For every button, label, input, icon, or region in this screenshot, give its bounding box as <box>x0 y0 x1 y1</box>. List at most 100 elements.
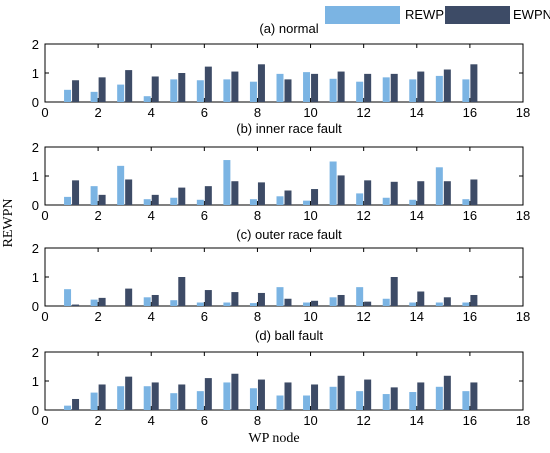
bar-rewpn <box>117 84 125 102</box>
bar-rewpn <box>276 395 284 410</box>
bar-rewpn <box>249 199 257 205</box>
bar-ewpn <box>231 292 239 306</box>
bar-rewpn <box>196 80 204 102</box>
bar-ewpn <box>151 76 159 102</box>
x-tick-label: 10 <box>303 105 317 120</box>
x-tick-label: 8 <box>254 208 261 223</box>
bar-ewpn <box>204 378 212 410</box>
bar-rewpn <box>409 79 417 102</box>
bar-ewpn <box>443 297 451 306</box>
bar-ewpn <box>178 384 186 410</box>
bar-ewpn <box>72 304 80 306</box>
bar-rewpn <box>143 96 151 102</box>
bar-rewpn <box>276 196 284 205</box>
bar-rewpn <box>329 386 337 410</box>
x-tick-label: 14 <box>410 208 424 223</box>
legend-swatch-rewpn <box>325 6 400 24</box>
y-tick-label: 0 <box>32 95 39 110</box>
bar-rewpn <box>409 199 417 205</box>
bar-rewpn <box>462 79 470 102</box>
plot-frame <box>44 247 524 307</box>
bar-ewpn <box>443 69 451 102</box>
bar-ewpn <box>284 298 292 306</box>
x-tick-label: 4 <box>148 309 155 324</box>
bar-ewpn <box>231 181 239 205</box>
bar-ewpn <box>284 79 292 102</box>
bar-ewpn <box>337 71 345 102</box>
legend-label-rewpn: REWPN <box>405 7 453 22</box>
y-tick-label: 2 <box>32 345 39 360</box>
bar-rewpn <box>303 395 311 410</box>
x-tick-label: 16 <box>463 208 477 223</box>
bar-ewpn <box>390 73 398 102</box>
x-tick-label: 6 <box>201 413 208 428</box>
bar-rewpn <box>356 391 364 410</box>
x-tick-label: 2 <box>94 413 101 428</box>
bar-rewpn <box>196 199 204 205</box>
x-tick-label: 10 <box>303 309 317 324</box>
bar-ewpn <box>443 375 451 410</box>
bar-rewpn <box>117 165 125 205</box>
bar-ewpn <box>178 73 186 102</box>
bar-rewpn <box>64 289 72 306</box>
panel-title: (d) ball fault <box>255 328 323 343</box>
x-tick-label: 14 <box>410 309 424 324</box>
bar-rewpn <box>223 302 231 306</box>
x-tick-label: 2 <box>94 309 101 324</box>
x-tick-label: 0 <box>41 309 48 324</box>
bar-rewpn <box>170 79 178 102</box>
y-tick-label: 2 <box>32 241 39 256</box>
panel-title: (c) outer race fault <box>236 227 342 242</box>
y-tick-label: 1 <box>32 374 39 389</box>
plot-frame <box>44 146 524 206</box>
bar-rewpn <box>382 394 390 410</box>
bar-rewpn <box>435 167 443 205</box>
bar-rewpn <box>117 386 125 410</box>
legend-label-ewpn: EWPN <box>513 7 550 22</box>
x-tick-label: 18 <box>516 309 530 324</box>
bar-ewpn <box>125 70 133 102</box>
x-tick-label: 16 <box>463 413 477 428</box>
bar-rewpn <box>329 297 337 306</box>
bar-rewpn <box>329 78 337 102</box>
bar-ewpn <box>364 180 372 205</box>
bar-ewpn <box>231 373 239 410</box>
bar-rewpn <box>409 392 417 410</box>
bar-rewpn <box>170 197 178 205</box>
bar-rewpn <box>382 197 390 205</box>
x-tick-label: 10 <box>303 413 317 428</box>
plot-frame <box>44 43 524 103</box>
bar-rewpn <box>382 298 390 306</box>
bar-rewpn <box>196 302 204 306</box>
bar-ewpn <box>337 175 345 205</box>
bar-rewpn <box>462 199 470 205</box>
x-tick-label: 14 <box>410 413 424 428</box>
bar-rewpn <box>249 81 257 102</box>
bar-ewpn <box>364 301 372 306</box>
x-tick-label: 2 <box>94 105 101 120</box>
bar-ewpn <box>337 294 345 306</box>
bar-rewpn <box>435 75 443 102</box>
bar-ewpn <box>72 398 80 410</box>
x-tick-label: 2 <box>94 208 101 223</box>
y-tick-label: 0 <box>32 403 39 418</box>
bar-rewpn <box>462 302 470 306</box>
bar-rewpn <box>303 200 311 205</box>
bar-ewpn <box>311 300 319 306</box>
bar-rewpn <box>170 393 178 410</box>
bar-rewpn <box>249 388 257 410</box>
bar-rewpn <box>143 386 151 410</box>
bar-ewpn <box>284 190 292 205</box>
bar-rewpn <box>143 199 151 205</box>
bar-ewpn <box>417 382 425 410</box>
bar-rewpn <box>64 196 72 205</box>
y-tick-label: 2 <box>32 37 39 52</box>
bar-ewpn <box>470 294 478 306</box>
bar-ewpn <box>98 194 106 205</box>
bar-ewpn <box>390 387 398 410</box>
x-tick-label: 16 <box>463 309 477 324</box>
bar-rewpn <box>356 81 364 102</box>
bar-ewpn <box>231 71 239 102</box>
